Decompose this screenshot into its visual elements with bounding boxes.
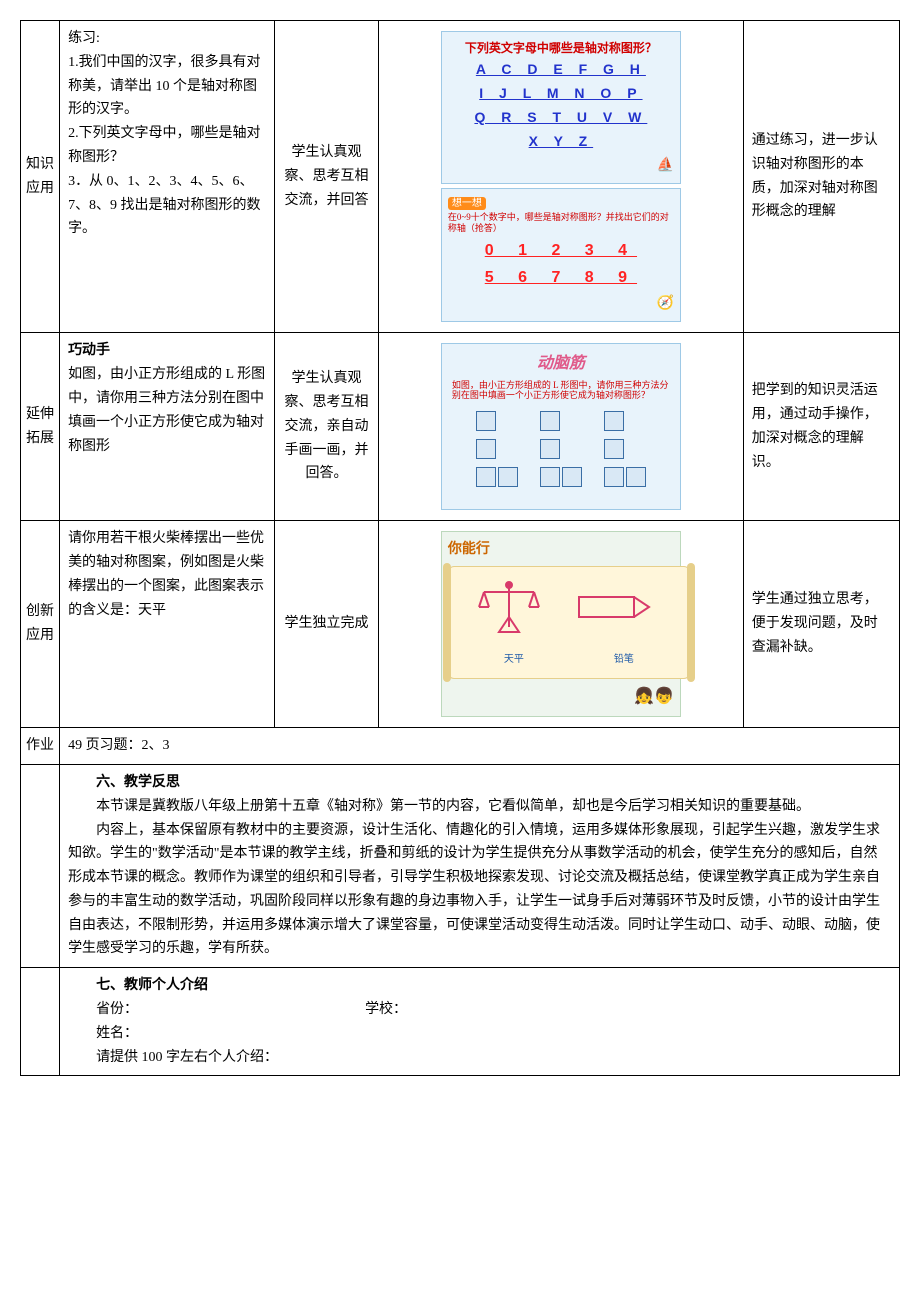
row-label-empty [21, 764, 60, 967]
lead-badge: 想一想 [448, 197, 486, 210]
reflection-content: 六、教学反思 本节课是冀教版八年级上册第十五章《轴对称》第一节的内容，它看似简单… [60, 764, 900, 967]
scroll-panel: 天平 铅笔 [448, 566, 690, 679]
teacher-content: 七、教师个人介绍 省份： 学校： 姓名： 请提供 100 字左右个人介绍： [60, 968, 900, 1076]
row1-activity: 学生认真观察、思考互相交流，并回答 [274, 21, 378, 333]
letters-row-3: X Y Z [448, 130, 674, 154]
teacher-line1: 省份： 学校： [68, 998, 891, 1022]
row-reflection: 六、教学反思 本节课是冀教版八年级上册第十五章《轴对称》第一节的内容，它看似简单… [21, 764, 900, 967]
desc-head: 巧动手 [68, 343, 110, 358]
row1-note: 通过练习，进一步认识轴对称图形的本质，加深对轴对称图形概念的理解 [743, 21, 899, 333]
slide-digits: 想一想 在0~9十个数字中，哪些是轴对称图形？并找出它们的对称轴（抢答） 0 1… [441, 188, 681, 322]
row1-slides: 下列英文字母中哪些是轴对称图形？ A C D E F G H I J L M N… [379, 21, 744, 333]
row3-slide: 你能行 [379, 521, 744, 728]
province-label: 省份： [96, 1002, 138, 1017]
row-homework: 作业 49 页习题：2、3 [21, 728, 900, 765]
digits-row-2: 5 6 7 8 9 [448, 264, 674, 291]
desc-head: 练习: [68, 31, 100, 46]
letters-row-0: A C D E F G H [448, 58, 674, 82]
cap-pencil: 铅笔 [614, 651, 634, 668]
row-teacher: 七、教师个人介绍 省份： 学校： 姓名： 请提供 100 字左右个人介绍： [21, 968, 900, 1076]
row3-desc: 请你用若干根火柴棒摆出一些优美的轴对称图案，例如图是火柴棒摆出的一个图案，此图案… [60, 521, 275, 728]
row3-note: 学生通过独立思考，便于发现问题，及时查漏补缺。 [743, 521, 899, 728]
row-label: 知识应用 [21, 21, 60, 333]
boat-icon: ⛵ [448, 154, 674, 178]
row2-desc: 巧动手 如图，由小正方形组成的 L 形图中，请你用三种方法分别在图中填画一个小正… [60, 333, 275, 521]
name-label: 姓名： [68, 1022, 891, 1046]
row2-slide: 动脑筋 如图，由小正方形组成的 L 形图中，请你用三种方法分别在图中填画一个小正… [379, 333, 744, 521]
reflection-p2: 内容上，基本保留原有教材中的主要资源，设计生活化、情趣化的引入情境，运用多媒体形… [68, 819, 891, 962]
row2-activity: 学生认真观察、思考互相交流，亲自动手画一画，并回答。 [274, 333, 378, 521]
slide-youcan-title: 你能行 [448, 538, 674, 562]
l-shapes-row [474, 405, 648, 499]
matchstick-figures [469, 577, 669, 647]
lesson-table: 知识应用 练习: 1.我们中国的汉字，很多具有对称美，请举出 10 个是轴对称图… [20, 20, 900, 1076]
teacher-head: 七、教师个人介绍 [68, 974, 891, 998]
row-label: 延伸拓展 [21, 333, 60, 521]
intro-label: 请提供 100 字左右个人介绍： [68, 1046, 891, 1070]
reflection-head: 六、教学反思 [68, 771, 891, 795]
l-shape-3 [603, 410, 647, 494]
slide-letters: 下列英文字母中哪些是轴对称图形？ A C D E F G H I J L M N… [441, 31, 681, 184]
cap-balance: 天平 [504, 651, 524, 668]
slide-youcan: 你能行 [441, 531, 681, 717]
l-shape-1 [475, 410, 519, 494]
page: 知识应用 练习: 1.我们中国的汉字，很多具有对称美，请举出 10 个是轴对称图… [20, 20, 900, 1076]
desc-body: 如图，由小正方形组成的 L 形图中，请你用三种方法分别在图中填画一个小正方形使它… [68, 367, 265, 453]
row1-desc: 练习: 1.我们中国的汉字，很多具有对称美，请举出 10 个是轴对称图形的汉字。… [60, 21, 275, 333]
l-shape-2 [539, 410, 583, 494]
slide-letters-title: 下列英文字母中哪些是轴对称图形？ [448, 38, 674, 58]
row3-activity: 学生独立完成 [274, 521, 378, 728]
kids-icon: 👧👦 [448, 683, 674, 710]
row-label-empty [21, 968, 60, 1076]
slide-brain-caption: 如图，由小正方形组成的 L 形图中，请你用三种方法分别在图中填画一个小正方形使它… [452, 380, 670, 402]
row-label: 创新应用 [21, 521, 60, 728]
row-knowledge: 知识应用 练习: 1.我们中国的汉字，很多具有对称美，请举出 10 个是轴对称图… [21, 21, 900, 333]
row-label: 作业 [21, 728, 60, 765]
school-label: 学校： [365, 1002, 407, 1017]
desc-body: 1.我们中国的汉字，很多具有对称美，请举出 10 个是轴对称图形的汉字。 2.下… [68, 55, 261, 237]
reflection-p1: 本节课是冀教版八年级上册第十五章《轴对称》第一节的内容，它看似简单，却也是今后学… [68, 795, 891, 819]
letters-row-2: Q R S T U V W [448, 106, 674, 130]
slide-brain: 动脑筋 如图，由小正方形组成的 L 形图中，请你用三种方法分别在图中填画一个小正… [441, 343, 681, 510]
slide-digits-text: 在0~9十个数字中，哪些是轴对称图形？并找出它们的对称轴（抢答） [448, 212, 674, 234]
homework-content: 49 页习题：2、3 [60, 728, 900, 765]
slide-brain-title: 动脑筋 [448, 350, 674, 377]
compass-icon: 🧭 [448, 292, 674, 316]
row-innovate: 创新应用 请你用若干根火柴棒摆出一些优美的轴对称图案，例如图是火柴棒摆出的一个图… [21, 521, 900, 728]
row-extend: 延伸拓展 巧动手 如图，由小正方形组成的 L 形图中，请你用三种方法分别在图中填… [21, 333, 900, 521]
digits-row-1: 0 1 2 3 4 [448, 237, 674, 264]
row2-note: 把学到的知识灵活运用，通过动手操作，加深对概念的理解识。 [743, 333, 899, 521]
letters-row-1: I J L M N O P [448, 82, 674, 106]
